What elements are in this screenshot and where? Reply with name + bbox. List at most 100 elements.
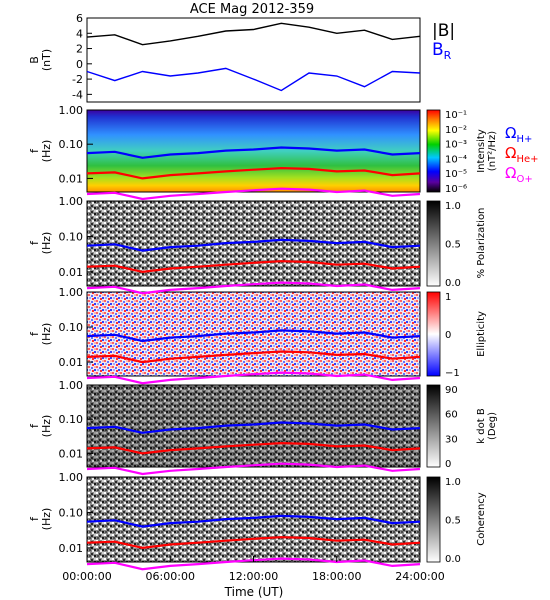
field-series-line xyxy=(86,67,421,92)
colorbar-tick-label: 1.0 xyxy=(445,201,461,212)
colorbar-tick-label: 0.0 xyxy=(445,554,461,565)
legend-b-mag: |B| xyxy=(432,21,455,41)
field-yunit: (nT) xyxy=(40,49,53,71)
x-tick-label: 06:00:00 xyxy=(146,570,195,583)
gyrofrequency-line xyxy=(86,187,421,201)
colorbar-tick-label: 10⁻¹ xyxy=(445,110,467,121)
colorbar-tick-label: 10⁻² xyxy=(445,125,467,136)
spectral-y-tick-label: 0.01 xyxy=(59,356,84,369)
colorbar-tick-label: 90 xyxy=(445,385,458,396)
field-lines xyxy=(86,22,421,92)
field-y-tick-label: 0 xyxy=(76,58,83,71)
legend-omega-h: ΩH+ xyxy=(505,124,532,145)
kdotb-colorbar xyxy=(426,384,441,468)
polarization-yunit: (Hz) xyxy=(40,232,53,255)
spectral-y-tick-label: 1.00 xyxy=(59,471,84,484)
legend-omega-he: ΩHe+ xyxy=(505,144,539,165)
intensity-colorbar xyxy=(426,109,441,193)
coherency-panel: f (Hz) Coherency xyxy=(28,476,487,563)
colorbar-tick-label: −1 xyxy=(445,368,460,379)
ellipticity-ylabel: f xyxy=(28,331,41,336)
kdotb-ylabel: f xyxy=(28,423,41,428)
colorbar-tick-label: 0 xyxy=(445,459,451,470)
kdotb-colorbar-title: k dot B xyxy=(476,408,487,444)
gyrofrequency-line xyxy=(86,441,421,455)
spectral-y-tick-label: 0.01 xyxy=(59,542,84,555)
coherency-colorbar xyxy=(426,476,441,563)
kdotb-panel: f (Hz) k dot B (Deg) xyxy=(28,384,498,468)
spectral-y-tick-label: 0.10 xyxy=(59,230,84,243)
kdotb-colorbar-unit: (Deg) xyxy=(487,412,498,440)
spectral-y-tick-label: 0.10 xyxy=(59,321,84,334)
x-axis-label: Time (UT) xyxy=(224,585,284,599)
x-tick-label: 18:00:00 xyxy=(312,570,361,583)
gyrofrequency-line xyxy=(86,166,421,180)
intensity-colorbar-unit: (nT²/Hz) xyxy=(487,131,498,171)
colorbar-tick-label: 0.5 xyxy=(445,240,461,251)
gyrofrequency-overlays xyxy=(86,146,421,571)
gyrofrequency-line xyxy=(86,421,421,434)
ellipticity-colorbar xyxy=(426,291,441,377)
field-y-tick-label: -4 xyxy=(72,88,83,101)
ellipticity-panel: f (Hz) Ellipticity xyxy=(28,291,487,377)
colorbar-tick-label: 10⁻⁵ xyxy=(445,169,467,180)
spectral-y-tick-label: 0.10 xyxy=(59,138,84,151)
polarization-colorbar xyxy=(426,200,441,287)
x-tick-label: 12:00:00 xyxy=(229,570,278,583)
intensity-ylabel: f xyxy=(28,148,41,153)
spectral-y-tick-label: 0.10 xyxy=(59,506,84,519)
gyrofrequency-line xyxy=(86,146,421,159)
gyrofrequency-line xyxy=(86,462,421,476)
spectral-y-tick-label: 1.00 xyxy=(59,286,84,299)
gyrofrequency-line xyxy=(86,350,421,364)
spectral-y-tick-label: 0.01 xyxy=(59,447,84,460)
kdotb-yunit: (Hz) xyxy=(40,415,53,438)
field-ylabel: B xyxy=(28,56,41,64)
spectral-y-tick-label: 0.10 xyxy=(59,413,84,426)
legend-omega-o: ΩO+ xyxy=(505,164,533,185)
polarization-colorbar-title: % Polarization xyxy=(476,208,487,279)
gyrofrequency-line xyxy=(86,536,421,550)
coherency-yunit: (Hz) xyxy=(40,508,53,531)
figure-title: ACE Mag 2012-359 xyxy=(190,2,314,17)
gyrofrequency-line xyxy=(86,514,421,528)
field-y-tick-label: 6 xyxy=(76,12,83,25)
intensity-colorbar-title: Intensity xyxy=(476,129,487,173)
gyrofrequency-line xyxy=(86,238,421,252)
spectral-y-tick-label: 1.00 xyxy=(59,195,84,208)
polarization-panel: f (Hz) % Polarization xyxy=(28,200,487,287)
colorbar-tick-label: 1.0 xyxy=(445,477,461,488)
ellipticity-yunit: (Hz) xyxy=(40,323,53,346)
field-y-ticks: -4 -2 0 2 4 6 xyxy=(72,12,92,101)
ellipticity-colorbar-title: Ellipticity xyxy=(476,311,487,357)
colorbar-tick-label: 60 xyxy=(445,410,458,421)
colorbar-tick-label: 0.5 xyxy=(445,516,461,527)
x-tick-label: 00:00:00 xyxy=(62,570,111,583)
colorbar-tick-label: 0 xyxy=(445,330,451,341)
field-y-tick-label: -2 xyxy=(72,73,83,86)
spectral-y-ticks: 1.00 0.10 0.01 1.00 0.10 0.01 1.00 0.10 0.01 1.00… xyxy=(59,104,93,555)
coherency-colorbar-title: Coherency xyxy=(476,492,487,545)
spectral-y-tick-label: 1.00 xyxy=(59,379,84,392)
x-tick-label: 24:00:00 xyxy=(395,570,444,583)
gyrofrequency-line xyxy=(86,260,421,274)
field-series-line xyxy=(86,22,421,46)
coherency-ylabel: f xyxy=(28,516,41,521)
gyrofrequency-line xyxy=(86,329,421,343)
polarization-ylabel: f xyxy=(28,240,41,245)
colorbar-tick-label: 10⁻³ xyxy=(445,140,467,151)
spectral-y-tick-label: 0.01 xyxy=(59,266,84,279)
intensity-yunit: (Hz) xyxy=(40,140,53,163)
colorbar-tick-label: 10⁻⁶ xyxy=(445,184,467,195)
colorbar-tick-label: 30 xyxy=(445,434,458,445)
colorbar-ticks: 10⁻¹ 10⁻² 10⁻³ 10⁻⁴ 10⁻⁵ 10⁻⁶ 1.0 0.5 0.0 1 0 −1 90 6… xyxy=(445,110,467,565)
colorbar-tick-label: 0.0 xyxy=(445,278,461,289)
time-axis: 00:00:00 06:00:00 12:00:00 18:00:00 24:00:00 xyxy=(62,556,445,583)
gyrofrequency-line xyxy=(86,371,421,385)
field-panel: -4 -2 0 2 4 6 B (nT) |B| BR xyxy=(28,12,455,103)
spectral-y-tick-label: 0.01 xyxy=(59,172,84,185)
spectral-y-tick-label: 1.00 xyxy=(59,104,84,117)
colorbar-tick-label: 10⁻⁴ xyxy=(445,154,467,165)
colorbar-tick-label: 1 xyxy=(445,292,451,303)
